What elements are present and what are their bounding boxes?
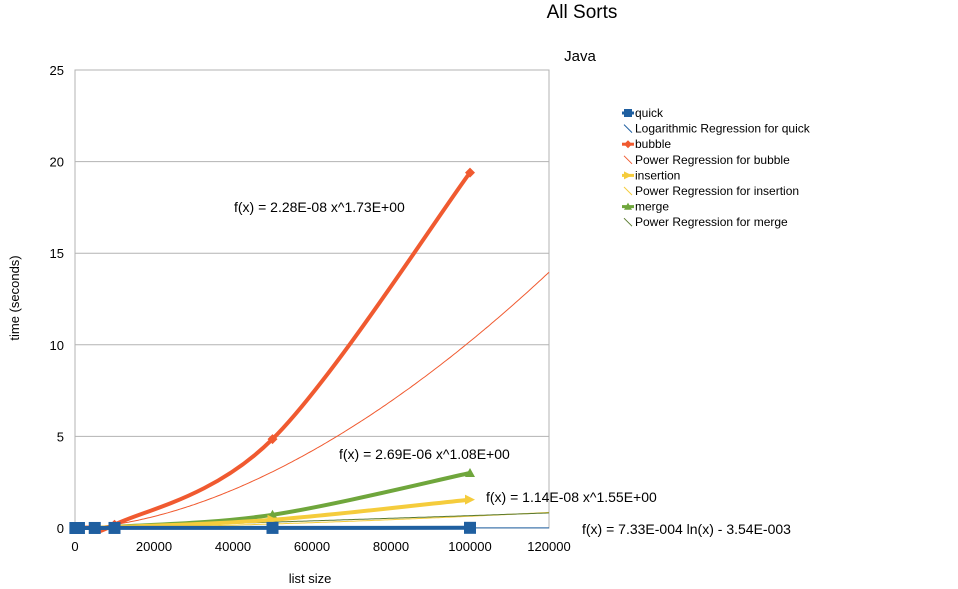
legend-item: Power Regression for bubble xyxy=(623,153,790,167)
legend-swatch-line xyxy=(623,155,633,165)
legend-swatch-marker xyxy=(624,202,632,210)
data-point-quick xyxy=(108,521,121,534)
equation-insertion: f(x) = 1.14E-08 x^1.55E+00 xyxy=(486,489,657,505)
x-tick-label: 0 xyxy=(71,539,78,554)
chart-subtitle: Java xyxy=(564,48,596,65)
series-lines xyxy=(69,167,476,534)
y-tick-label: 0 xyxy=(57,521,64,536)
y-tick-label: 15 xyxy=(50,246,64,261)
legend-label: quick xyxy=(635,106,664,120)
legend: quick Logarithmic Regression for quickbub… xyxy=(622,106,811,229)
legend-item: quick xyxy=(622,106,664,120)
legend-label: Power Regression for insertion xyxy=(635,184,799,198)
x-tick-label: 120000 xyxy=(527,539,570,554)
data-point-quick xyxy=(464,521,476,534)
data-point-merge xyxy=(465,468,475,478)
y-tick-label: 10 xyxy=(50,338,64,353)
legend-item: merge xyxy=(622,200,669,214)
legend-label: insertion xyxy=(635,168,680,182)
legend-item: bubble xyxy=(622,137,671,151)
legend-label: Logarithmic Regression for quick xyxy=(635,122,811,136)
legend-item: Logarithmic Regression for quick xyxy=(623,122,811,136)
x-tick-label: 60000 xyxy=(294,539,330,554)
legend-swatch-marker xyxy=(624,140,632,149)
legend-swatch-marker xyxy=(624,171,632,180)
data-point-quick xyxy=(266,521,279,534)
legend-swatch-line xyxy=(623,124,633,133)
data-point-insertion xyxy=(465,494,475,505)
y-tick-label: 25 xyxy=(50,63,64,78)
chart-title: All Sorts xyxy=(547,2,618,23)
legend-label: bubble xyxy=(635,137,671,151)
y-axis-label: time (seconds) xyxy=(7,255,22,340)
x-tick-label: 100000 xyxy=(448,539,491,554)
legend-label: Power Regression for merge xyxy=(635,215,788,229)
x-tick-label: 20000 xyxy=(136,539,172,554)
legend-item: Power Regression for insertion xyxy=(623,184,799,198)
x-axis-label: list size xyxy=(289,571,332,586)
legend-swatch-marker xyxy=(624,109,632,117)
y-tick-label: 20 xyxy=(50,155,64,170)
legend-item: insertion xyxy=(622,168,680,182)
data-point-quick xyxy=(88,521,101,534)
tick-labels: 0 5 10 15 20 25 0 20000 40000 60000 80000 100000 120… xyxy=(50,63,571,554)
data-point-bubble xyxy=(267,434,278,445)
legend-label: merge xyxy=(635,200,669,214)
series-line-bubble xyxy=(73,170,472,534)
legend-swatch-line xyxy=(623,186,633,196)
legend-label: Power Regression for bubble xyxy=(635,153,790,167)
equation-bubble: f(x) = 2.28E-08 x^1.73E+00 xyxy=(234,199,405,215)
y-tick-label: 5 xyxy=(57,429,64,444)
legend-item: Power Regression for merge xyxy=(623,215,788,229)
equation-quick: f(x) = 7.33E-004 ln(x) - 3.54E-003 xyxy=(582,521,791,537)
grid-lines xyxy=(74,69,550,529)
x-tick-label: 80000 xyxy=(373,539,409,554)
trend-lines xyxy=(76,271,550,529)
trend-line-bubble xyxy=(76,271,550,529)
equation-merge: f(x) = 2.69E-06 x^1.08E+00 xyxy=(339,446,510,462)
legend-swatch-line xyxy=(623,217,633,227)
data-point-quick xyxy=(72,522,85,534)
data-point-bubble xyxy=(465,167,475,178)
x-tick-label: 40000 xyxy=(215,539,251,554)
